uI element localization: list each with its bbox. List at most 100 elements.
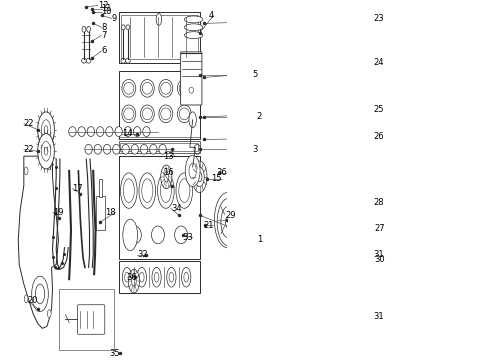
Circle shape — [123, 219, 138, 251]
Ellipse shape — [184, 32, 203, 39]
Text: 2: 2 — [257, 112, 262, 121]
Circle shape — [169, 272, 173, 282]
Circle shape — [278, 229, 293, 261]
Ellipse shape — [122, 144, 129, 154]
Circle shape — [184, 272, 189, 282]
Circle shape — [197, 172, 202, 182]
Ellipse shape — [125, 58, 130, 63]
Bar — [96, 195, 105, 230]
Ellipse shape — [177, 105, 191, 123]
Bar — [119, 12, 199, 63]
Bar — [58, 289, 114, 350]
Circle shape — [137, 267, 147, 287]
Ellipse shape — [184, 16, 203, 23]
Ellipse shape — [103, 144, 111, 154]
Circle shape — [35, 284, 45, 304]
Ellipse shape — [86, 58, 91, 63]
Circle shape — [218, 201, 237, 240]
Text: 6: 6 — [101, 46, 107, 55]
Circle shape — [142, 179, 153, 202]
Text: 10: 10 — [101, 7, 112, 16]
Text: 5: 5 — [252, 70, 257, 79]
Bar — [119, 141, 199, 153]
Ellipse shape — [115, 127, 122, 136]
Bar — [119, 156, 199, 260]
Ellipse shape — [149, 144, 157, 154]
Circle shape — [319, 229, 334, 261]
Text: 21: 21 — [203, 221, 214, 230]
Circle shape — [32, 276, 49, 312]
Circle shape — [154, 272, 159, 282]
Circle shape — [217, 198, 240, 246]
Text: 17: 17 — [73, 184, 83, 193]
Ellipse shape — [82, 58, 86, 63]
Circle shape — [152, 267, 161, 287]
Circle shape — [167, 267, 176, 287]
Circle shape — [160, 179, 172, 202]
Circle shape — [44, 126, 48, 134]
Text: 19: 19 — [53, 208, 64, 217]
Circle shape — [179, 179, 190, 202]
Text: 22: 22 — [24, 145, 34, 154]
Text: 33: 33 — [182, 233, 193, 242]
Circle shape — [38, 134, 54, 169]
Ellipse shape — [131, 144, 139, 154]
Ellipse shape — [122, 105, 136, 123]
Circle shape — [132, 276, 136, 286]
Circle shape — [128, 269, 140, 293]
Text: 15: 15 — [211, 174, 222, 183]
Circle shape — [215, 193, 240, 248]
Ellipse shape — [179, 82, 190, 94]
FancyBboxPatch shape — [77, 305, 105, 334]
Circle shape — [139, 173, 156, 208]
Circle shape — [44, 147, 48, 155]
Circle shape — [157, 173, 174, 208]
Text: 35: 35 — [109, 350, 120, 359]
Circle shape — [182, 267, 191, 287]
Text: 11: 11 — [101, 4, 112, 13]
Text: 25: 25 — [373, 105, 384, 114]
Circle shape — [48, 162, 51, 170]
Ellipse shape — [177, 80, 191, 97]
Ellipse shape — [124, 108, 134, 120]
Circle shape — [140, 272, 144, 282]
Ellipse shape — [161, 108, 171, 120]
Ellipse shape — [126, 25, 130, 30]
Bar — [119, 71, 199, 139]
Ellipse shape — [121, 58, 125, 63]
Polygon shape — [18, 156, 58, 328]
Text: 18: 18 — [105, 208, 116, 217]
Ellipse shape — [122, 80, 136, 97]
Ellipse shape — [141, 80, 154, 97]
Ellipse shape — [159, 144, 166, 154]
Ellipse shape — [124, 127, 132, 136]
Circle shape — [189, 163, 196, 179]
Ellipse shape — [133, 127, 141, 136]
Circle shape — [195, 167, 204, 187]
Text: 13: 13 — [164, 152, 174, 161]
Ellipse shape — [106, 127, 113, 136]
Ellipse shape — [97, 127, 104, 136]
Ellipse shape — [142, 82, 152, 94]
Circle shape — [123, 179, 134, 202]
Circle shape — [185, 155, 200, 187]
Ellipse shape — [141, 105, 154, 123]
Circle shape — [38, 112, 54, 147]
Ellipse shape — [159, 80, 173, 97]
Bar — [121, 15, 198, 59]
Text: 31: 31 — [373, 250, 384, 259]
Circle shape — [323, 237, 331, 253]
Circle shape — [176, 173, 193, 208]
Ellipse shape — [189, 87, 194, 93]
Bar — [99, 179, 102, 197]
Ellipse shape — [82, 26, 86, 32]
Circle shape — [121, 173, 137, 208]
Circle shape — [41, 141, 50, 161]
Text: 9: 9 — [112, 14, 117, 23]
Text: 14: 14 — [122, 129, 132, 138]
Text: 8: 8 — [101, 23, 107, 32]
Ellipse shape — [87, 127, 95, 136]
Circle shape — [189, 112, 196, 128]
Text: 24: 24 — [373, 58, 384, 67]
Circle shape — [164, 172, 169, 182]
